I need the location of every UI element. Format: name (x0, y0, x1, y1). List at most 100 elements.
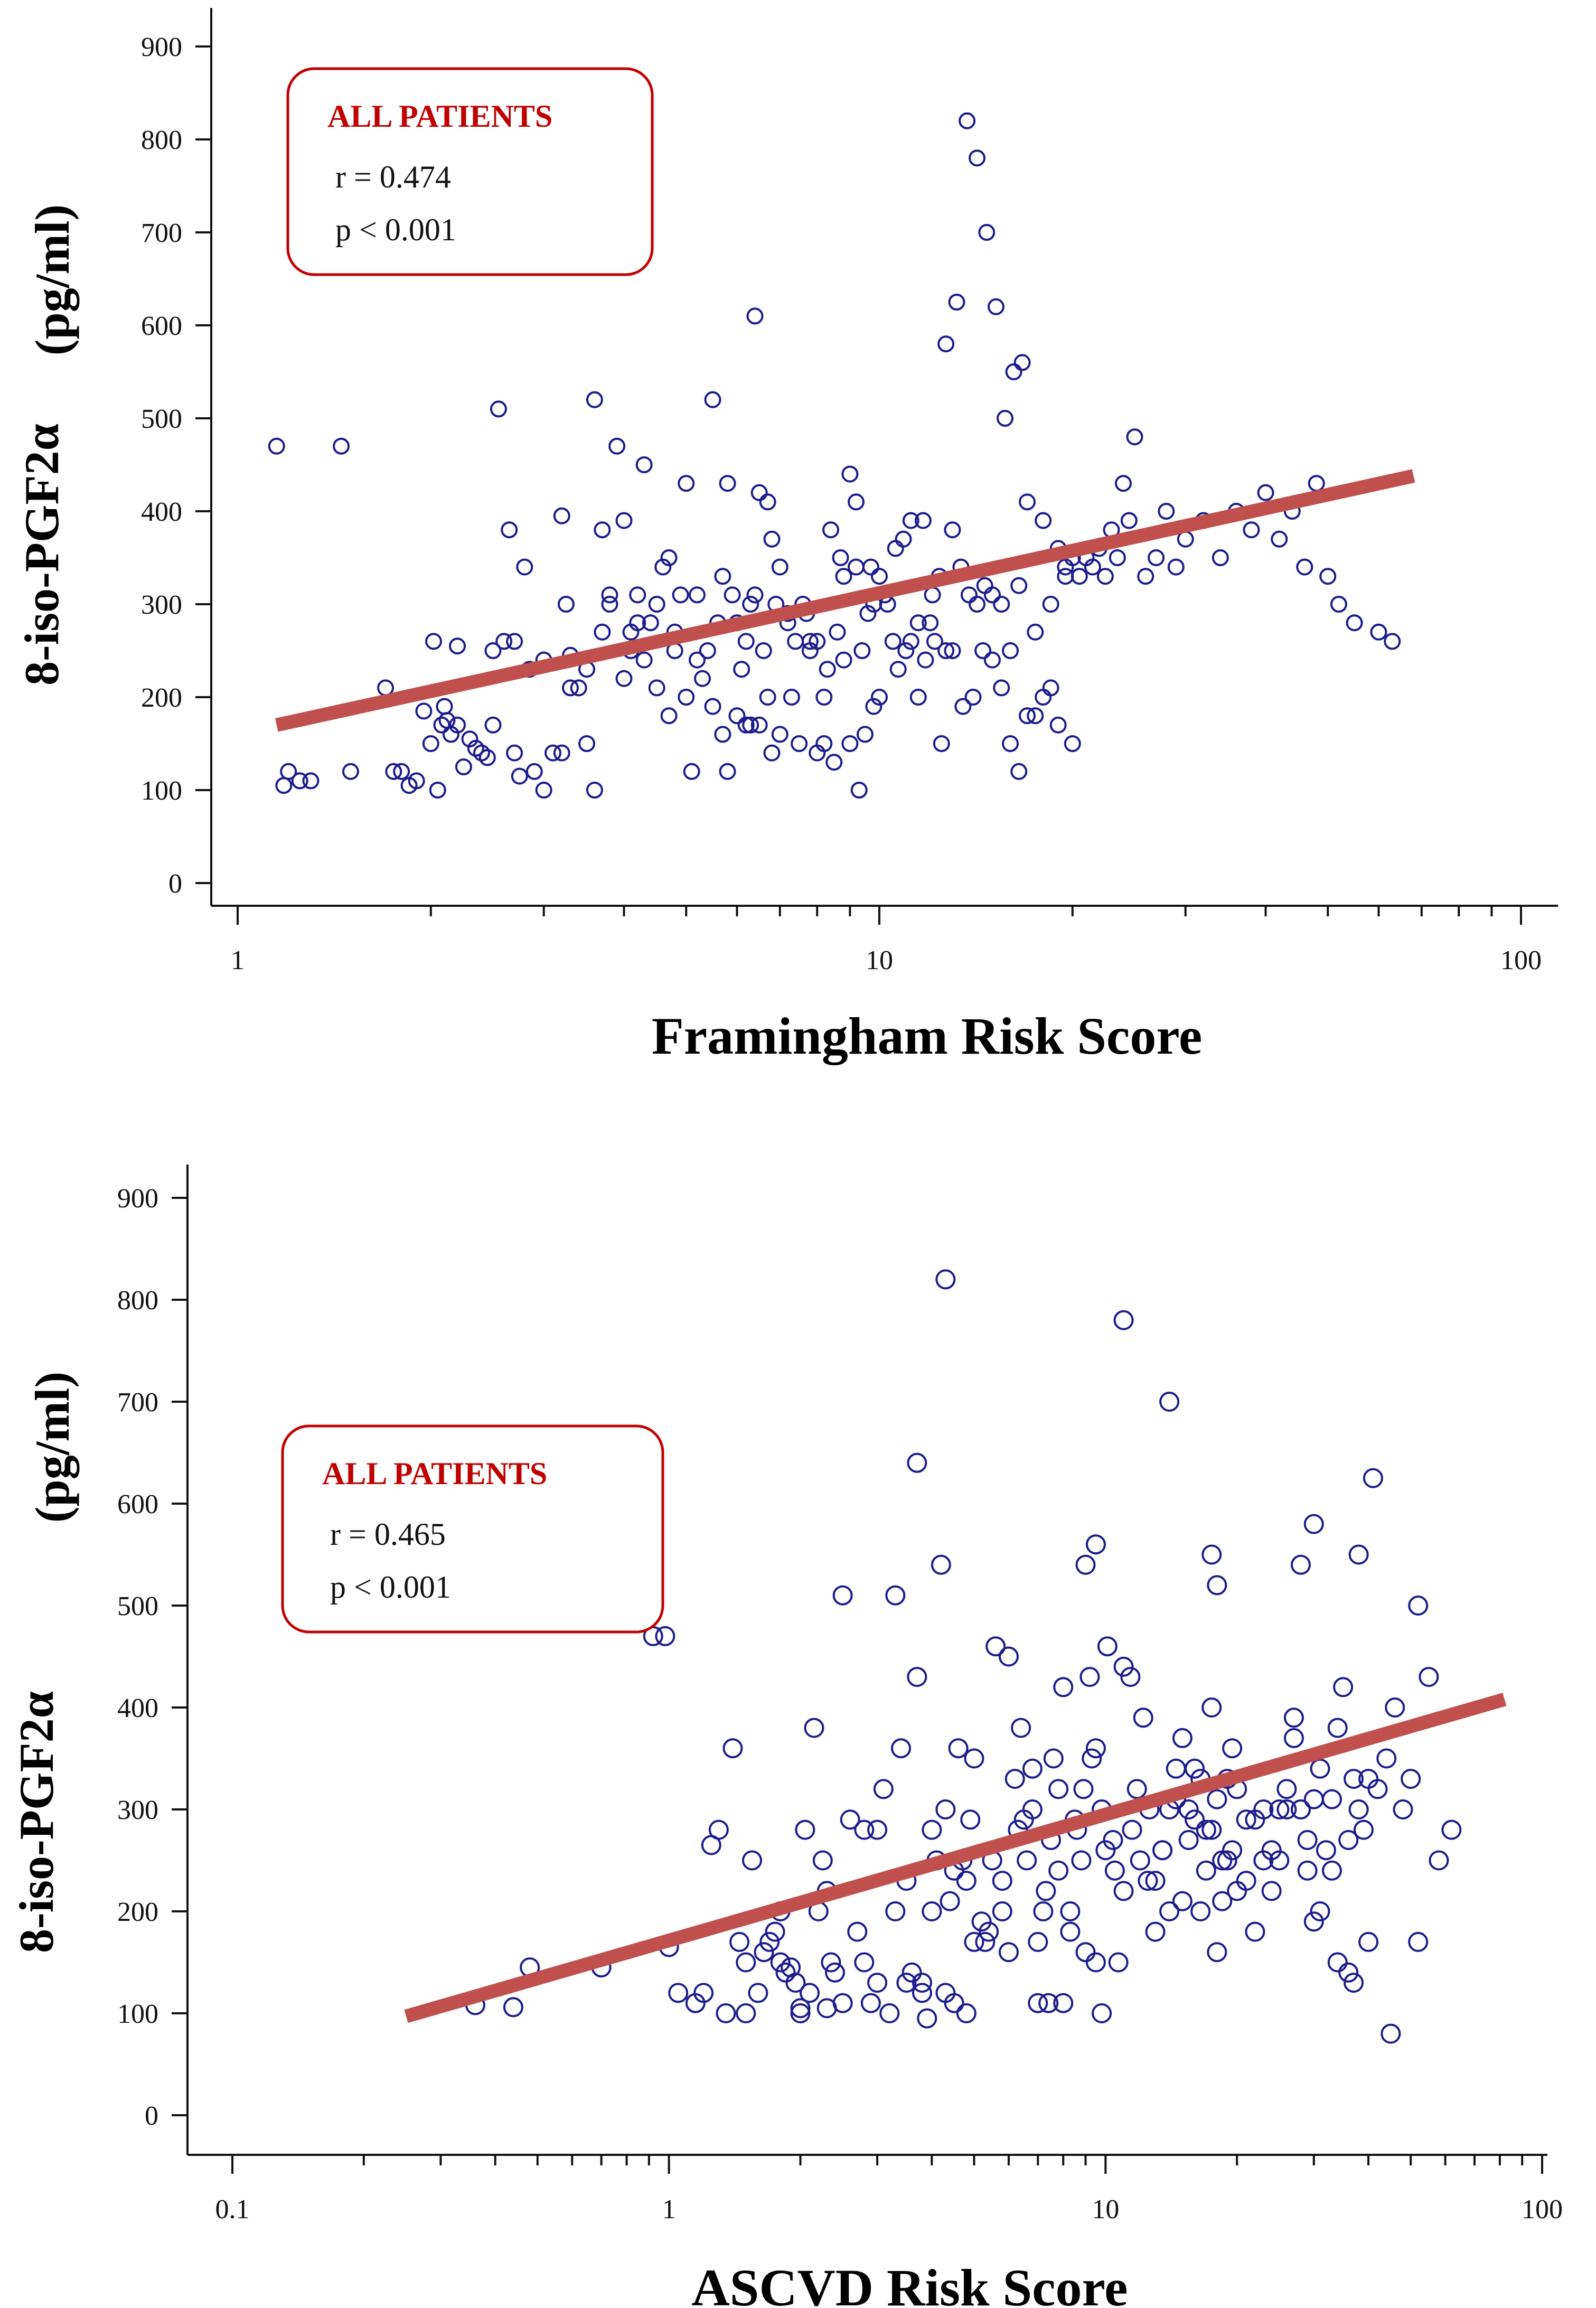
scatter-point (1185, 1809, 1205, 1830)
scatter-point (708, 1819, 729, 1840)
scatter-point (841, 735, 859, 752)
scatter-point (615, 670, 633, 687)
y-tick-label: 100 (141, 776, 182, 806)
scatter-point (1290, 1554, 1311, 1575)
scatter-point (940, 1891, 960, 1911)
scatter-point (1104, 1860, 1125, 1881)
scatter-point (935, 1799, 956, 1819)
scatter-point (832, 1993, 853, 2013)
scatter-point (983, 651, 1001, 669)
scatter-point (561, 679, 579, 697)
scatter-point (976, 577, 993, 594)
y-tick-label: 700 (117, 1387, 158, 1418)
scatter-point (342, 763, 359, 780)
y-tick-label: 600 (141, 311, 182, 341)
scatter-point (268, 437, 285, 455)
scatter-point (586, 391, 603, 408)
scatter-point (1333, 1677, 1354, 1697)
scatter-point (1408, 1931, 1429, 1952)
scatter-point (1363, 1468, 1383, 1488)
scatter-point (1064, 735, 1081, 752)
scatter-point (601, 586, 618, 604)
scatter-point (455, 758, 472, 775)
scatter-point (415, 702, 433, 720)
scatter-point (1028, 1993, 1048, 2013)
scatter-point (1082, 1748, 1102, 1769)
scatter-point (746, 586, 764, 604)
scatter-point (280, 763, 297, 780)
scatter-point (1048, 1860, 1069, 1881)
scatter-point (1245, 1809, 1265, 1830)
scatter-point (1276, 1779, 1297, 1799)
scatter-point (783, 689, 800, 706)
trend-line (275, 469, 1415, 732)
scatter-point (835, 568, 852, 585)
scatter-point (926, 633, 943, 650)
scatter-point (750, 484, 768, 501)
scatter-point (862, 558, 879, 576)
scatter-point (795, 1819, 815, 1840)
scatter-point (525, 763, 543, 780)
scatter-point (1027, 707, 1044, 725)
scatter-point (998, 1942, 1019, 1963)
y-tick-label: 300 (117, 1795, 158, 1825)
scatter-point (1005, 363, 1022, 380)
x-tick-label: 10 (1092, 2194, 1119, 2225)
scatter-point (635, 456, 653, 473)
scatter-point (917, 651, 934, 669)
scatter-point (902, 1962, 922, 1983)
scatter-point (1201, 1819, 1222, 1840)
x-tick-label: 100 (1500, 945, 1542, 975)
scatter-point (944, 521, 961, 539)
scatter-point (1348, 1799, 1369, 1819)
scatter-point (1207, 1575, 1227, 1596)
scatter-point (635, 651, 653, 669)
scatter-point (759, 689, 776, 706)
scatter-point (924, 586, 941, 604)
scatter-point (746, 307, 764, 325)
scatter-point (553, 507, 570, 524)
scatter-point (586, 782, 603, 799)
scatter-point (594, 521, 611, 539)
scatter-point (804, 1718, 824, 1738)
scatter-point (763, 530, 781, 548)
scatter-point (503, 1997, 523, 2018)
scatter-point (736, 2003, 756, 2023)
scatter-point (668, 1983, 689, 2003)
scatter-point (871, 568, 888, 585)
scatter-point (790, 1998, 811, 2019)
correlation-r: r = 0.474 (335, 160, 451, 194)
scatter-point (821, 1952, 841, 1973)
scatter-point (1408, 1596, 1429, 1616)
scatter-point (937, 642, 955, 659)
scatter-point (891, 1738, 912, 1759)
scatter-point (1419, 1667, 1439, 1687)
scatter-point (678, 689, 695, 706)
scatter-point (1113, 1656, 1134, 1677)
scatter-point (909, 614, 927, 632)
scatter-point (902, 512, 919, 529)
scatter-point (1303, 1789, 1324, 1809)
scatter-point (672, 586, 689, 604)
stats-annotation: ALL PATIENTS r = 0.474 p < 0.001 (286, 67, 654, 276)
scatter-point (1027, 623, 1044, 641)
x-axis-title: ASCVD Risk Score (692, 2258, 1128, 2308)
scatter-point (1122, 1819, 1142, 1840)
scatter-point (1096, 568, 1114, 585)
scatter-point (1060, 1901, 1081, 1921)
scatter-point (1178, 1829, 1199, 1850)
scatter-point (1321, 1860, 1342, 1881)
scatter-point (1303, 1911, 1324, 1932)
x-tick-label: 100 (1522, 2194, 1563, 2225)
scatter-point (1393, 1799, 1413, 1819)
p-value: p < 0.001 (330, 1570, 451, 1605)
scatter-point (791, 735, 808, 752)
scatter-point (733, 661, 750, 678)
scatter-point (1316, 1840, 1336, 1861)
scatter-point (719, 763, 736, 780)
scatter-point (1017, 1850, 1037, 1871)
scatter-point (1283, 1707, 1304, 1728)
scatter-point (978, 224, 996, 241)
scatter-point (719, 475, 736, 492)
scatter-point (912, 1983, 932, 2003)
